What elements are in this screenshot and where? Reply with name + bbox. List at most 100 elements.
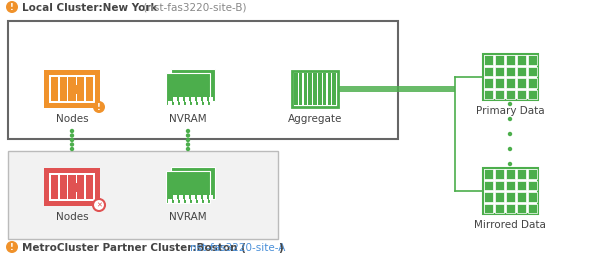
Bar <box>527 204 536 213</box>
Circle shape <box>70 138 74 143</box>
Text: (nst-fas3220-site-B): (nst-fas3220-site-B) <box>140 3 247 13</box>
Bar <box>169 199 172 204</box>
Bar <box>77 78 85 102</box>
Text: !: ! <box>97 103 101 112</box>
Text: NVRAM: NVRAM <box>169 211 207 221</box>
Bar <box>173 98 177 103</box>
Bar <box>484 56 493 65</box>
Bar <box>505 204 515 213</box>
Bar <box>77 175 85 199</box>
Text: !: ! <box>10 243 14 251</box>
Bar <box>505 67 515 77</box>
Bar <box>517 90 526 100</box>
Bar <box>484 192 493 202</box>
Bar <box>494 79 503 88</box>
Bar <box>332 74 336 106</box>
Circle shape <box>186 138 190 143</box>
Bar <box>192 102 196 107</box>
Bar <box>517 56 526 65</box>
Bar <box>494 181 503 190</box>
Bar <box>494 67 503 77</box>
Bar <box>67 183 77 192</box>
Bar <box>494 90 503 100</box>
Bar <box>191 195 195 200</box>
Bar <box>49 173 95 201</box>
Bar <box>86 175 93 199</box>
Text: Mirrored Data: Mirrored Data <box>474 219 546 229</box>
Bar <box>67 85 77 94</box>
Bar <box>204 199 208 204</box>
Bar <box>494 192 503 202</box>
Bar <box>505 169 515 179</box>
Bar <box>181 199 184 204</box>
Text: Primary Data: Primary Data <box>476 106 544 116</box>
Circle shape <box>70 134 74 138</box>
Bar <box>59 78 67 102</box>
Circle shape <box>508 147 512 152</box>
Bar <box>299 74 302 106</box>
Bar <box>86 78 93 102</box>
Bar <box>482 55 538 101</box>
Bar <box>517 79 526 88</box>
Bar <box>292 72 338 108</box>
Bar <box>484 90 493 100</box>
Text: !: ! <box>10 4 14 12</box>
Bar <box>191 98 195 103</box>
Text: ): ) <box>278 242 283 252</box>
Bar <box>198 102 202 107</box>
Bar <box>68 78 76 102</box>
Text: MetroCluster Partner Cluster:Boston (: MetroCluster Partner Cluster:Boston ( <box>22 242 246 252</box>
Bar <box>517 67 526 77</box>
Bar <box>527 79 536 88</box>
Circle shape <box>93 102 105 114</box>
Bar <box>175 199 178 204</box>
Bar <box>304 74 307 106</box>
Bar <box>8 22 398 139</box>
Text: ✕: ✕ <box>96 202 102 208</box>
Bar <box>181 102 184 107</box>
Bar <box>484 79 493 88</box>
Circle shape <box>70 147 74 152</box>
Bar <box>527 169 536 179</box>
Bar <box>186 102 190 107</box>
Bar <box>484 67 493 77</box>
Bar <box>527 56 536 65</box>
Bar <box>505 90 515 100</box>
Bar <box>51 78 58 102</box>
Circle shape <box>6 2 18 14</box>
Bar <box>192 199 196 204</box>
Circle shape <box>186 129 190 134</box>
Bar <box>197 98 200 103</box>
Bar <box>44 71 100 108</box>
Bar <box>166 171 210 203</box>
Circle shape <box>70 143 74 147</box>
Circle shape <box>93 199 105 211</box>
Bar <box>51 175 58 199</box>
Bar <box>527 192 536 202</box>
Bar <box>185 195 189 200</box>
Bar <box>44 168 100 206</box>
Bar <box>209 98 212 103</box>
Bar <box>308 74 312 106</box>
Bar <box>517 204 526 213</box>
Circle shape <box>70 129 74 134</box>
Text: Local Cluster:New York: Local Cluster:New York <box>22 3 157 13</box>
Bar <box>294 74 298 106</box>
Bar <box>517 181 526 190</box>
Circle shape <box>6 241 18 253</box>
Circle shape <box>508 132 512 137</box>
Bar <box>175 102 178 107</box>
Bar <box>318 74 322 106</box>
Bar <box>484 169 493 179</box>
Bar <box>323 74 326 106</box>
Bar <box>49 76 95 104</box>
Bar <box>494 169 503 179</box>
Text: Nodes: Nodes <box>56 211 88 221</box>
Circle shape <box>186 143 190 147</box>
Bar <box>527 67 536 77</box>
Bar <box>59 175 67 199</box>
Circle shape <box>508 162 512 167</box>
Bar <box>204 102 208 107</box>
Circle shape <box>508 117 512 122</box>
Bar <box>197 195 200 200</box>
